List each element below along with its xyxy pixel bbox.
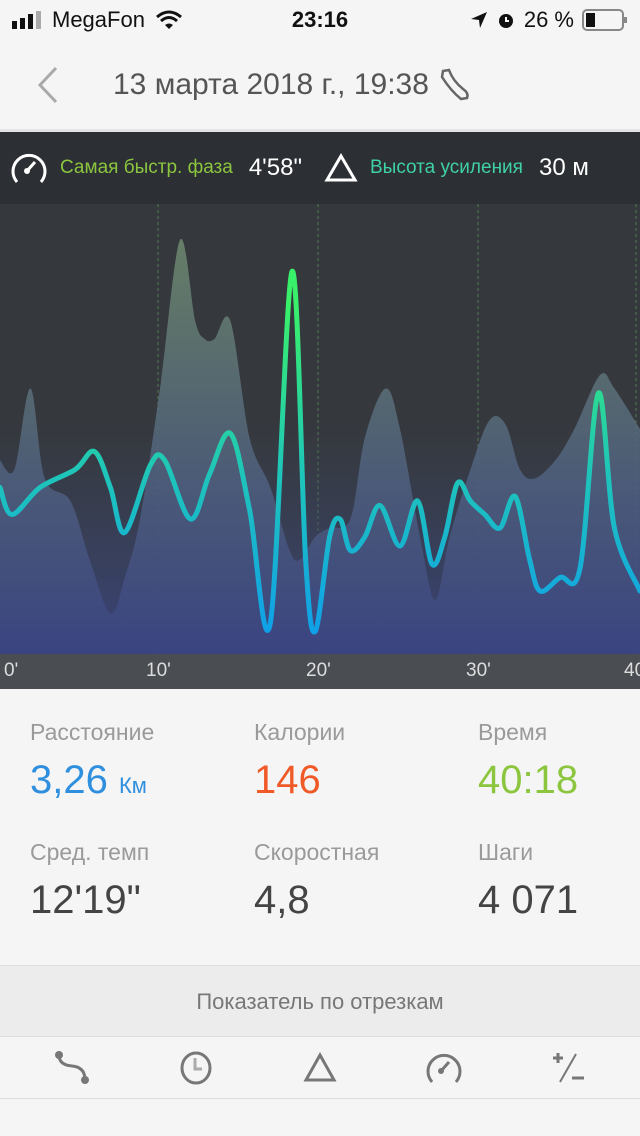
- x-axis: 0' 10' 20' 30' 40': [0, 654, 640, 689]
- stat-label: Калории: [254, 719, 346, 745]
- plus-minus-icon: [553, 1052, 584, 1082]
- elevation-gain-value: 30 м: [538, 154, 589, 181]
- stat-number: 3,26: [30, 758, 108, 802]
- segment-tabs: [0, 1037, 640, 1099]
- stat-value: 40:18: [478, 758, 640, 803]
- elevation-icon: [303, 1051, 337, 1081]
- stat-label: Сред. темп: [30, 839, 150, 865]
- stat-number: 4,8: [254, 878, 310, 922]
- stat-number: 146: [254, 758, 321, 802]
- x-tick-label: 20': [306, 660, 331, 681]
- back-button[interactable]: [0, 39, 95, 131]
- stat-number: 40:18: [478, 758, 579, 802]
- fastest-phase-value: 4'58": [248, 154, 302, 181]
- fastest-phase-label: Самая быстр. фаза: [60, 157, 233, 178]
- running-shoe-icon: [440, 68, 469, 100]
- stat-number: 4 071: [478, 878, 579, 922]
- speedometer-icon: [11, 153, 47, 183]
- stat-number: 12'19": [30, 878, 141, 922]
- clock-icon: [180, 1051, 212, 1084]
- speedometer-icon: [426, 1053, 462, 1083]
- elevation-icon: [324, 153, 358, 182]
- stat-value: 146: [254, 758, 464, 803]
- battery-percent: 26 %: [523, 7, 574, 32]
- nav-bar: 13 марта 2018 г., 19:38: [0, 40, 640, 132]
- location-icon: [470, 12, 487, 28]
- stat-4: Скоростная 4,8: [254, 839, 464, 923]
- workout-chart: Самая быстр. фаза 4'58" Высота усиления …: [0, 132, 640, 689]
- tab-speed[interactable]: [414, 1043, 474, 1093]
- elevation-area: [0, 238, 640, 654]
- stat-unit: Км: [118, 773, 147, 798]
- stat-label: Время: [478, 719, 548, 745]
- x-tick-label: 40': [624, 660, 640, 681]
- chart-legend: Самая быстр. фаза 4'58" Высота усиления …: [0, 132, 640, 204]
- tab-elevation[interactable]: [290, 1043, 350, 1093]
- x-tick-label: 0': [4, 660, 19, 681]
- wifi-icon: [155, 10, 182, 29]
- stat-value: 3,26 Км: [30, 758, 240, 803]
- status-bar: MegaFon 23:16 26 %: [0, 0, 640, 40]
- stat-label: Расстояние: [30, 719, 155, 745]
- stat-label: Шаги: [478, 839, 534, 865]
- tab-route[interactable]: [42, 1043, 102, 1093]
- battery-icon: [582, 9, 627, 31]
- alarm-icon: [498, 14, 513, 28]
- pace-line: [0, 268, 640, 635]
- carrier: MegaFon: [52, 7, 145, 32]
- stat-2: Время 40:18: [478, 719, 640, 803]
- segments-header[interactable]: Показатель по отрезкам: [0, 965, 640, 1037]
- route-icon: [55, 1050, 89, 1084]
- x-tick-label: 10': [146, 660, 171, 681]
- stat-0: Расстояние 3,26 Км: [30, 719, 240, 803]
- x-tick-label: 30': [466, 660, 491, 681]
- chart-plot: [0, 204, 640, 654]
- stats-panel: Расстояние 3,26 Км Калории 146 Время 40:18 С…: [0, 689, 640, 965]
- stat-value: 12'19": [30, 878, 240, 923]
- stat-value: 4,8: [254, 878, 464, 923]
- stat-3: Сред. темп 12'19": [30, 839, 240, 923]
- signal-icon: [12, 11, 41, 29]
- tab-plus-minus[interactable]: [538, 1043, 598, 1093]
- page-title: 13 марта 2018 г., 19:38: [113, 67, 429, 101]
- stat-1: Калории 146: [254, 719, 464, 803]
- stat-5: Шаги 4 071: [478, 839, 640, 923]
- tab-time[interactable]: [166, 1043, 226, 1093]
- stat-value: 4 071: [478, 878, 640, 923]
- elevation-gain-label: Высота усиления: [369, 157, 523, 178]
- chevron-left-icon: [37, 66, 57, 103]
- stat-label: Скоростная: [254, 839, 380, 865]
